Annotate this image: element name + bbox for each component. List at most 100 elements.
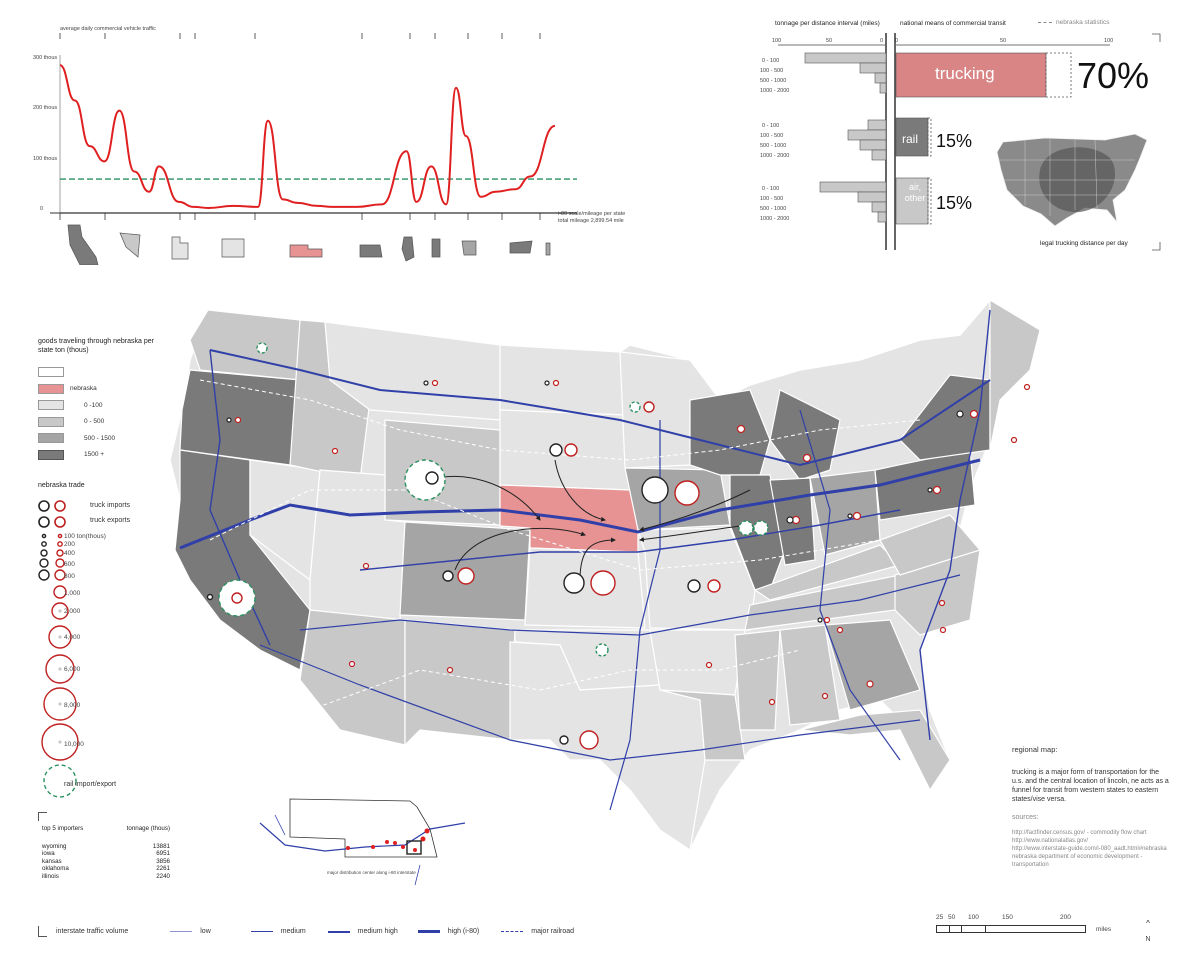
small-trade-dots	[234, 379, 1031, 706]
ytick-0: 0	[40, 206, 44, 212]
truck-export-kansas	[590, 570, 616, 596]
shade-legend-row	[38, 367, 70, 377]
state-new-mexico	[404, 619, 516, 747]
scale-tick: 200	[1060, 914, 1071, 921]
transit-col3-title: nebraska statistics	[1056, 19, 1110, 26]
shade-legend-row: 0 - 500	[38, 416, 104, 427]
shade-swatch	[38, 383, 64, 394]
shade-legend-row: nebraska	[38, 383, 97, 394]
legend-line-low	[170, 931, 193, 932]
size-label: 10,000	[64, 741, 84, 748]
i-35	[609, 420, 661, 811]
transit-col2-title: national means of commercial transit	[900, 20, 1006, 27]
truck-import-california	[206, 593, 214, 601]
legend-high-label: high (i-80)	[447, 928, 480, 935]
truck-export-california	[231, 592, 243, 604]
mode-label-rail: rail	[902, 132, 919, 146]
state-silhouette-new-jersey	[545, 242, 551, 256]
scale-tick: 100	[968, 914, 979, 921]
trade-symbols	[206, 342, 769, 750]
rail-marker-oklahoma	[595, 643, 609, 657]
sources-title: sources:	[1012, 814, 1039, 821]
state-arkansas	[649, 629, 746, 696]
traffic-chart-ylabel: average daily commercial vehicle traffic	[60, 26, 156, 32]
i-95	[919, 309, 991, 741]
interval-label: 100 - 500	[760, 68, 784, 74]
axis-left-50: 50	[826, 38, 833, 44]
legend-line-railroad	[501, 931, 524, 932]
shade-legend-row: 1500 +	[38, 449, 104, 460]
bar-air-100-500	[857, 191, 887, 203]
region-body: trucking is a major form of transportati…	[1012, 769, 1169, 803]
inset-distribution-dots	[346, 828, 430, 852]
rail-nebraska-bar	[927, 117, 932, 157]
size-symbols-imports	[38, 533, 50, 581]
truck-import-symbol	[38, 500, 50, 512]
mode-pct-rail: 15%	[936, 131, 973, 151]
shade-swatch	[38, 416, 64, 427]
chart-total: total mileage 2,899.54 mile	[558, 218, 624, 224]
shade-label: nebraska	[70, 385, 97, 392]
state-louisiana	[659, 689, 746, 761]
bar-rail-100-500	[847, 129, 887, 141]
transit-col1-title: tonnage per distance interval (miles)	[775, 20, 880, 27]
importers-col1: top 5 importers	[42, 825, 84, 832]
legend-medium-label: medium	[280, 928, 306, 935]
scale-tick: 150	[1002, 914, 1013, 921]
rail-marker-wyoming	[404, 459, 446, 501]
nebraska-inset	[259, 798, 466, 885]
importer-row: kansas 3856	[42, 857, 170, 865]
air-share-bar	[895, 177, 929, 225]
state-virginias	[879, 514, 982, 576]
truck-import-iowa	[641, 476, 669, 504]
mode-label-trucking: trucking	[935, 64, 995, 83]
shade-swatch	[38, 400, 64, 410]
sources-list: http://factfinder.census.gov/ - commodit…	[1012, 829, 1172, 869]
state-missouri	[637, 527, 756, 631]
size-label: 4,000	[64, 634, 81, 641]
bottom-legend-title: interstate traffic volume	[56, 928, 129, 935]
source-item: http://www.interstate-guide.com/i-080_aa…	[1012, 846, 1167, 852]
truck-exports-label: truck exports	[90, 517, 131, 524]
rail-marker-washington	[256, 342, 268, 354]
shade-label: 0 -100	[84, 401, 103, 409]
bar-trucking-500-1000	[874, 72, 887, 84]
chart-xnote: i-80 scale/mileage per state	[558, 211, 626, 217]
state-arizona	[299, 609, 406, 746]
trucking-nebraska-bar	[1045, 52, 1072, 98]
interval-label: 1000 - 2000	[760, 216, 790, 222]
mode-pct-air: 15%	[936, 193, 973, 213]
state-washington	[189, 309, 301, 381]
shade-legend-row: 500 - 1500	[38, 433, 115, 443]
north-label: N	[1145, 936, 1151, 943]
interval-label: 1000 - 2000	[760, 88, 790, 94]
axis-left-100: 100	[772, 38, 782, 44]
size-label: 100 ton(thous)	[64, 533, 106, 540]
truck-import-missouri	[687, 579, 701, 593]
importer-row: oklahoma 2261	[42, 865, 170, 872]
axis-right-0: 0	[895, 38, 899, 44]
scale-tick: 25	[936, 914, 944, 921]
i-90	[209, 349, 991, 467]
state-texas	[509, 641, 706, 852]
i-10	[259, 644, 921, 761]
state-regions	[174, 298, 1041, 852]
state-oregon	[179, 369, 301, 466]
truck-imports-label: truck imports	[90, 502, 131, 509]
rail-legend-label: rail import/export	[64, 781, 117, 788]
i-80-high	[179, 458, 981, 550]
interval-label: 500 - 1000	[760, 143, 787, 149]
trade-title: nebraska trade	[38, 482, 85, 489]
inset-caption: major distribution center along i-80 int…	[327, 870, 416, 875]
state-kansas	[524, 547, 646, 629]
railroad-network	[199, 379, 921, 711]
scale-unit: miles	[1096, 926, 1112, 933]
traffic-chart	[50, 33, 577, 265]
importer-row: wyoming 13881	[42, 842, 170, 850]
us-mini-range	[1039, 147, 1116, 213]
trade-legend-symbols	[38, 500, 79, 798]
bar-air-0-100	[819, 181, 887, 193]
size-label: 600	[64, 561, 75, 568]
goods-title: goods traveling through nebraska per sta…	[38, 338, 154, 354]
source-item: http://www.nationalatlas.gov/	[1012, 838, 1089, 844]
